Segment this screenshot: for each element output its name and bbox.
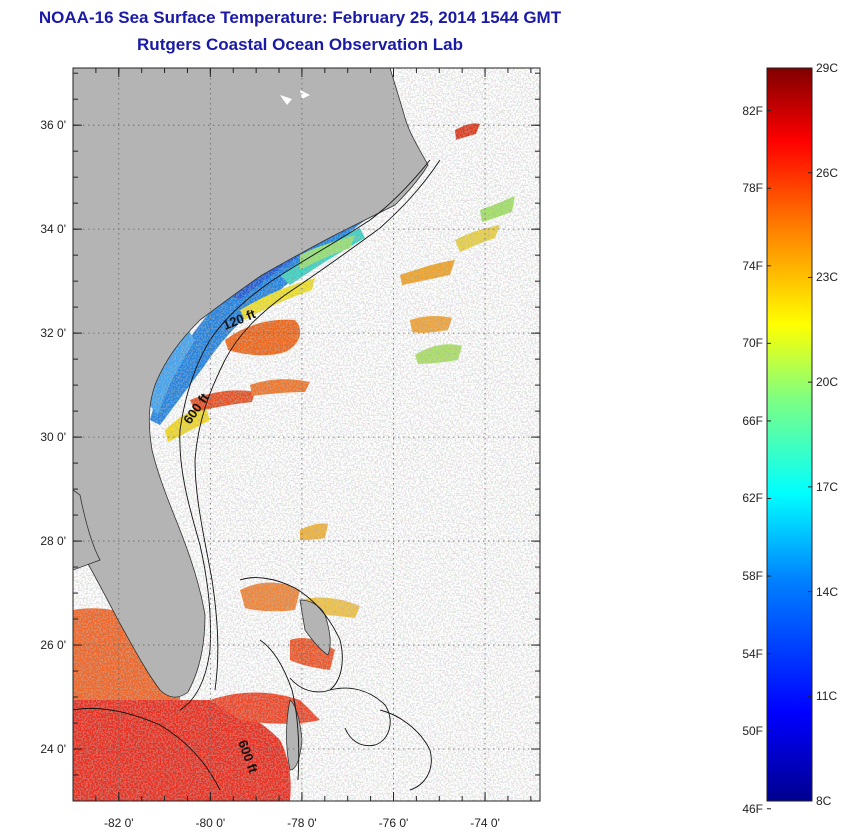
- colorbar-label-celsius: 17C: [816, 479, 839, 494]
- colorbar-label-fahrenheit: 70F: [742, 336, 763, 351]
- colorbar-label-celsius: 11C: [816, 689, 838, 704]
- colorbar-label-fahrenheit: 58F: [742, 569, 763, 584]
- latitude-label: 36 0': [40, 118, 66, 133]
- land-gulf: [73, 489, 101, 571]
- colorbar-label-celsius: 8C: [816, 794, 832, 808]
- map-title: NOAA-16 Sea Surface Temperature: Februar…: [38, 8, 562, 27]
- latitude-label: 34 0': [40, 222, 66, 237]
- map-frame: [72, 67, 541, 802]
- map-grid: [73, 68, 540, 801]
- colorbar-label-fahrenheit: 62F: [742, 491, 763, 506]
- latitude-label: 24 0': [40, 742, 66, 756]
- colorbar-label-fahrenheit: 74F: [742, 258, 763, 273]
- colorbar-ticks: [767, 67, 812, 810]
- longitude-label: -74 0': [470, 816, 500, 830]
- land-us: [73, 68, 429, 698]
- latitude-label: 28 0': [40, 534, 66, 549]
- latitude-label: 26 0': [40, 638, 66, 653]
- latitude-label: 32 0': [40, 326, 66, 341]
- longitude-label: -78 0': [287, 816, 317, 830]
- colorbar-label-fahrenheit: 46F: [742, 801, 763, 816]
- map-subtitle: Rutgers Coastal Ocean Observation Lab: [137, 35, 463, 54]
- longitude-label: -82 0': [103, 816, 134, 830]
- colorbar-label-celsius: 26C: [816, 165, 839, 180]
- colorbar-label-fahrenheit: 66F: [742, 413, 763, 428]
- map-ticks: [72, 68, 540, 802]
- colorbar: [766, 67, 813, 802]
- colorbar-label-celsius: 23C: [816, 270, 839, 285]
- colorbar-label-fahrenheit: 82F: [742, 103, 763, 118]
- colorbar-label-celsius: 29C: [816, 61, 839, 75]
- colorbar-label-celsius: 14C: [816, 584, 839, 599]
- latitude-label: 30 0': [40, 430, 66, 445]
- colorbar-label-celsius: 20C: [816, 375, 839, 390]
- colorbar-label-fahrenheit: 78F: [742, 181, 763, 196]
- colorbar-label-fahrenheit: 54F: [742, 646, 763, 661]
- lakes: [280, 90, 310, 105]
- colorbar-label-fahrenheit: 50F: [742, 724, 763, 739]
- isobath-contours: [73, 159, 441, 791]
- longitude-label: -76 0': [378, 816, 409, 830]
- longitude-label: -80 0': [195, 816, 226, 830]
